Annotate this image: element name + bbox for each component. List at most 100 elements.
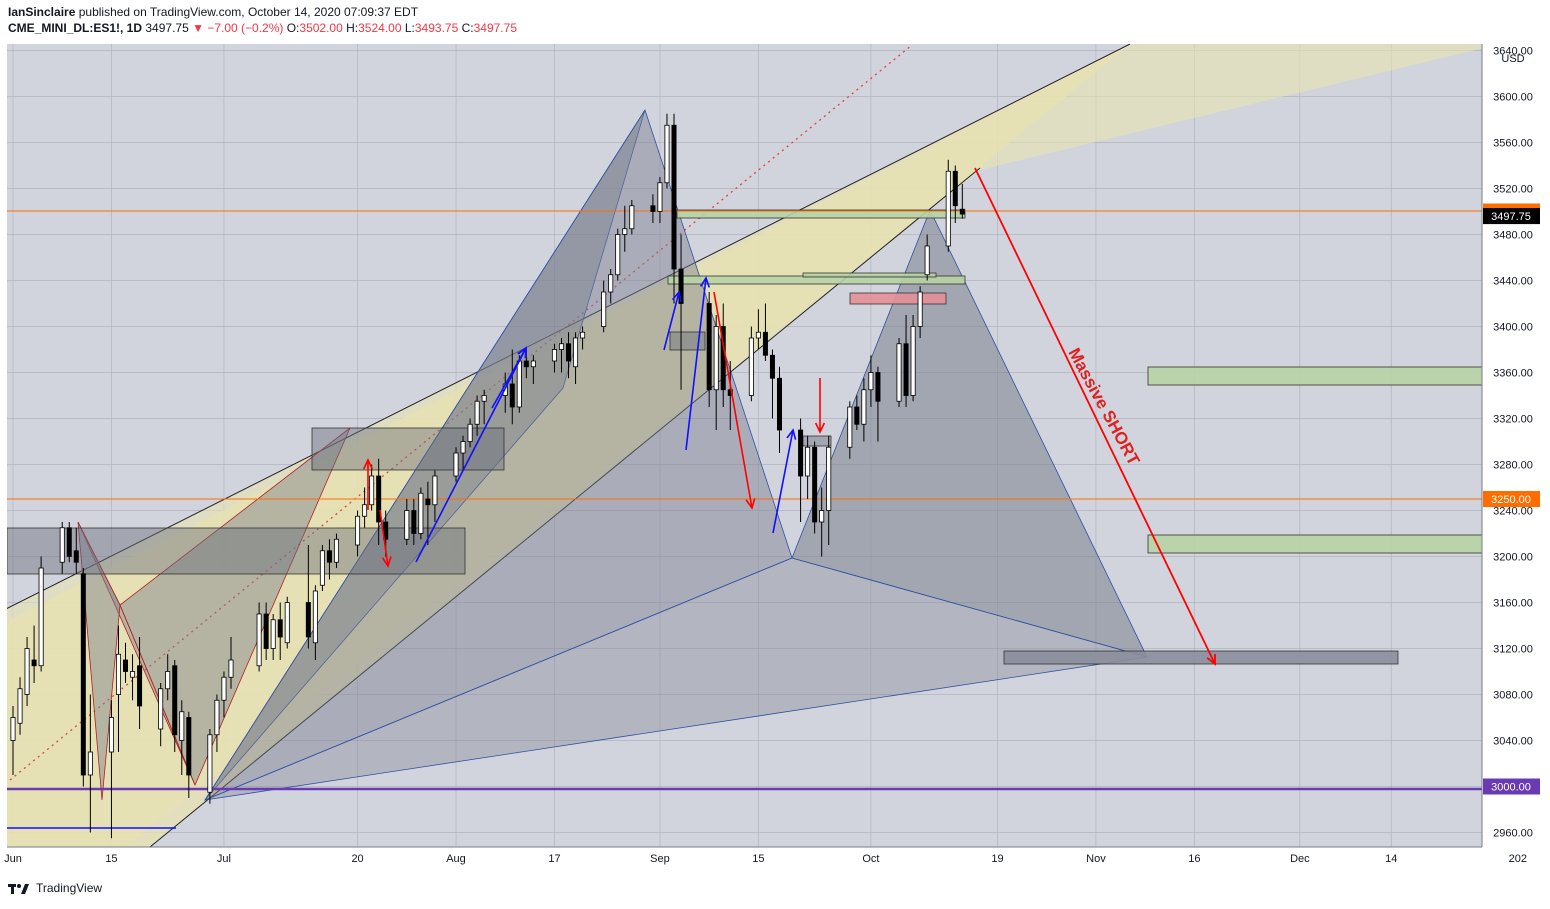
publisher-name[interactable]: IanSinclaire bbox=[8, 5, 76, 19]
candle-body bbox=[664, 124, 670, 184]
candle-body bbox=[369, 475, 375, 506]
high-label: H: bbox=[346, 21, 359, 35]
candle-body bbox=[615, 234, 621, 276]
price-tag: 3497.75 bbox=[1483, 208, 1540, 225]
candle-body bbox=[172, 665, 178, 736]
red-arrow-head bbox=[814, 422, 826, 434]
candle-body bbox=[657, 182, 663, 212]
candle-body bbox=[769, 354, 775, 379]
candle-body bbox=[671, 124, 677, 270]
open-value: 3502.00 bbox=[299, 21, 343, 35]
candle-body bbox=[24, 648, 30, 695]
time-tick-label: 15 bbox=[105, 853, 117, 865]
blue-arrow-head bbox=[699, 276, 711, 288]
candle-body bbox=[10, 717, 16, 741]
candle-body bbox=[868, 372, 874, 391]
blue-arrow bbox=[663, 291, 680, 351]
candle-body bbox=[137, 665, 143, 707]
time-tick-label: 202 bbox=[1509, 853, 1527, 865]
last-price: 3497.75 bbox=[145, 21, 189, 35]
price-tick-label: 3280.00 bbox=[1493, 460, 1533, 472]
candle-body bbox=[432, 475, 438, 506]
price-tick-label: 3200.00 bbox=[1493, 552, 1533, 564]
resistance-zone bbox=[849, 292, 947, 305]
price-tick-label: 3520.00 bbox=[1493, 184, 1533, 196]
time-tick-label: 19 bbox=[991, 853, 1003, 865]
time-tick-label: Jun bbox=[4, 853, 22, 865]
candle-body bbox=[418, 492, 424, 534]
price-tick-label: 3440.00 bbox=[1493, 276, 1533, 288]
price-tick-label: 3360.00 bbox=[1493, 368, 1533, 380]
resistance-box bbox=[311, 427, 505, 471]
candles-layer bbox=[10, 113, 965, 839]
demand-zone bbox=[1147, 366, 1482, 386]
time-tick-label: 16 bbox=[1188, 853, 1200, 865]
candle-body bbox=[312, 590, 318, 644]
supply-zone bbox=[802, 272, 937, 278]
price-tick-label: 3120.00 bbox=[1493, 644, 1533, 656]
overlay-layer bbox=[362, 167, 1216, 666]
candle-body bbox=[776, 377, 782, 431]
price-axis[interactable] bbox=[1482, 44, 1550, 847]
red-arrow-head bbox=[745, 498, 756, 510]
time-tick-label: Dec bbox=[1290, 853, 1310, 865]
candle-body bbox=[523, 360, 529, 368]
candle-body bbox=[481, 395, 487, 402]
time-axis[interactable] bbox=[0, 847, 1550, 871]
candle-body bbox=[826, 446, 832, 511]
candle-body bbox=[221, 676, 227, 701]
candle-body bbox=[228, 659, 234, 678]
candle-body bbox=[284, 602, 290, 644]
candle-body bbox=[425, 498, 431, 506]
resistance-box bbox=[669, 331, 706, 351]
chart-header: IanSinclaire published on TradingView.co… bbox=[8, 4, 517, 36]
candle-body bbox=[362, 504, 368, 517]
close-value: 3497.75 bbox=[473, 21, 517, 35]
candle-body bbox=[558, 343, 564, 350]
candle-body bbox=[509, 383, 515, 408]
candle-body bbox=[31, 659, 37, 667]
candle-body bbox=[453, 452, 459, 477]
candle-body bbox=[270, 619, 276, 649]
price-tick-label: 3160.00 bbox=[1493, 598, 1533, 610]
candle-body bbox=[108, 717, 114, 753]
price-tag-label: 3250.00 bbox=[1491, 494, 1531, 506]
candle-body bbox=[748, 337, 754, 396]
supply-zone bbox=[676, 209, 966, 219]
candle-body bbox=[706, 303, 712, 391]
candle-body bbox=[903, 343, 909, 396]
candle-body bbox=[326, 550, 332, 563]
time-tick-label: 20 bbox=[351, 853, 363, 865]
time-tick-label: 15 bbox=[752, 853, 764, 865]
blue-arrow-head bbox=[786, 428, 797, 440]
price-tag: 3250.00 bbox=[1483, 491, 1540, 507]
demand-zone bbox=[1147, 534, 1482, 554]
candle-body bbox=[207, 734, 213, 793]
price-tag-label: 3497.75 bbox=[1491, 211, 1531, 223]
price-tick-label: 3400.00 bbox=[1493, 322, 1533, 334]
candle-body bbox=[580, 331, 586, 339]
candle-body bbox=[910, 326, 916, 396]
candle-body bbox=[73, 550, 79, 563]
candle-body bbox=[650, 205, 656, 212]
price-tick-label: 3560.00 bbox=[1493, 138, 1533, 150]
open-label: O: bbox=[286, 21, 300, 35]
footer-brand[interactable]: TradingView bbox=[8, 881, 102, 895]
candle-body bbox=[115, 653, 121, 695]
price-tag-bg bbox=[1483, 208, 1540, 225]
candle-body bbox=[819, 510, 825, 523]
candle-body bbox=[854, 406, 860, 425]
currency-label: USD bbox=[1501, 53, 1524, 65]
high-value: 3524.00 bbox=[358, 21, 402, 35]
candle-body bbox=[376, 475, 382, 523]
price-change: ▼ −7.00 (−0.2%) bbox=[192, 21, 284, 35]
symbol-label[interactable]: CME_MINI_DL:ES1!, 1D bbox=[8, 21, 143, 35]
ascending-channel-fill bbox=[7, 44, 1482, 847]
price-tag-bg bbox=[1483, 778, 1540, 795]
candle-body bbox=[158, 688, 164, 730]
candle-body bbox=[622, 228, 628, 235]
price-tick-label: 3240.00 bbox=[1493, 506, 1533, 518]
candle-body bbox=[256, 613, 262, 667]
candle-body bbox=[601, 291, 607, 327]
